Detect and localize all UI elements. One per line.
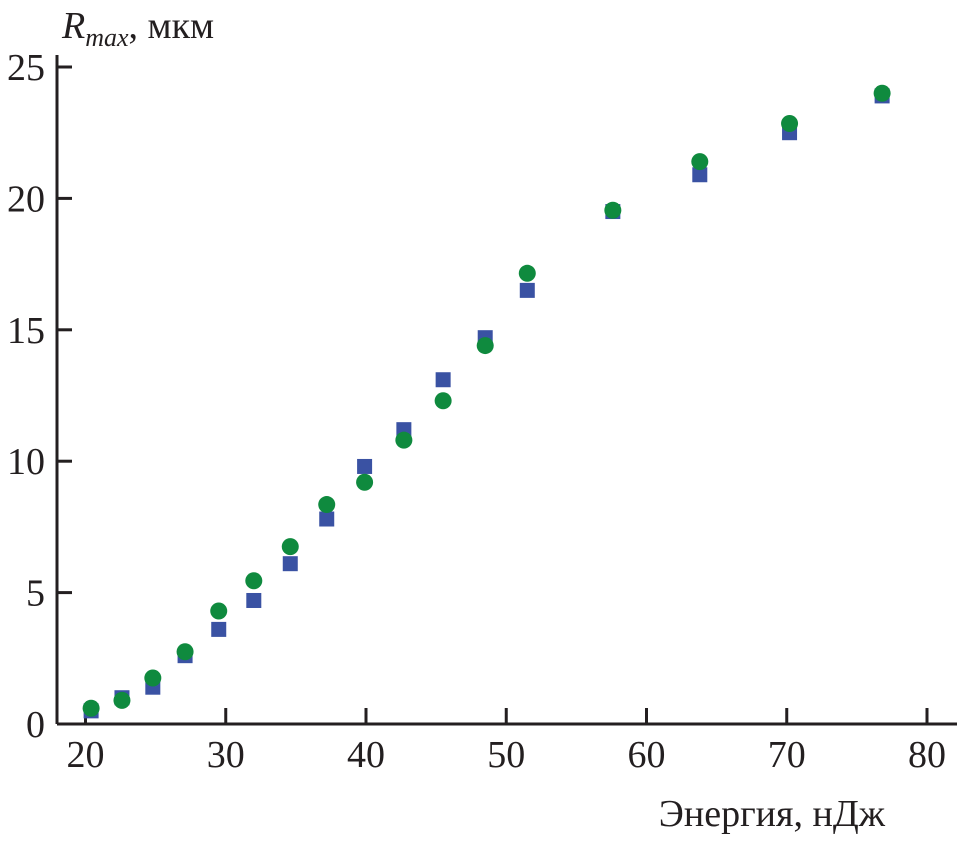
data-marks bbox=[82, 84, 891, 719]
data-point-square bbox=[435, 372, 451, 388]
data-point-circle bbox=[82, 699, 100, 717]
data-point-square bbox=[282, 556, 298, 572]
x-tick-label: 80 bbox=[908, 734, 946, 776]
y-axis-title-unit: , мкм bbox=[129, 5, 215, 47]
x-tick-label: 60 bbox=[628, 734, 666, 776]
data-point-circle bbox=[245, 572, 263, 590]
y-tick-label: 15 bbox=[7, 310, 45, 352]
y-axis-title-sub: max bbox=[85, 23, 129, 52]
data-point-circle bbox=[691, 153, 709, 171]
data-point-circle bbox=[144, 669, 162, 687]
data-point-square bbox=[519, 282, 535, 298]
data-point-circle bbox=[210, 602, 228, 620]
x-tick-label: 20 bbox=[67, 734, 105, 776]
y-axis-title-main: R bbox=[61, 5, 85, 47]
y-tick-label: 20 bbox=[7, 178, 45, 220]
data-point-circle bbox=[318, 496, 336, 514]
data-point-circle bbox=[281, 538, 299, 556]
data-point-circle bbox=[604, 201, 622, 219]
y-tick-label: 0 bbox=[26, 704, 45, 746]
data-point-circle bbox=[518, 264, 536, 282]
y-tick-label: 25 bbox=[7, 47, 45, 89]
x-axis-title: Энергия, нДж bbox=[659, 793, 886, 835]
data-point-square bbox=[246, 592, 262, 608]
x-tick-label: 30 bbox=[207, 734, 245, 776]
x-tick-label: 50 bbox=[487, 734, 525, 776]
data-point-circle bbox=[113, 691, 131, 709]
x-tick-label: 70 bbox=[768, 734, 806, 776]
data-point-circle bbox=[434, 392, 452, 410]
x-tick-label: 40 bbox=[347, 734, 385, 776]
data-point-circle bbox=[476, 337, 494, 355]
axes bbox=[55, 55, 957, 726]
y-axis-title: Rmax, мкм bbox=[61, 5, 214, 52]
data-point-circle bbox=[356, 473, 374, 491]
y-tick-label: 5 bbox=[26, 573, 45, 615]
data-point-circle bbox=[395, 431, 413, 449]
y-tick-label: 10 bbox=[7, 441, 45, 483]
data-point-square bbox=[211, 621, 227, 637]
data-point-circle bbox=[781, 115, 799, 133]
data-point-square bbox=[692, 167, 708, 183]
data-point-square bbox=[357, 458, 373, 474]
data-point-circle bbox=[873, 84, 891, 102]
ticks: 20 30 40 50 60 70 80 0 5 10 15 20 25 bbox=[7, 47, 946, 776]
data-point-circle bbox=[176, 643, 194, 661]
data-point-square bbox=[319, 511, 335, 527]
